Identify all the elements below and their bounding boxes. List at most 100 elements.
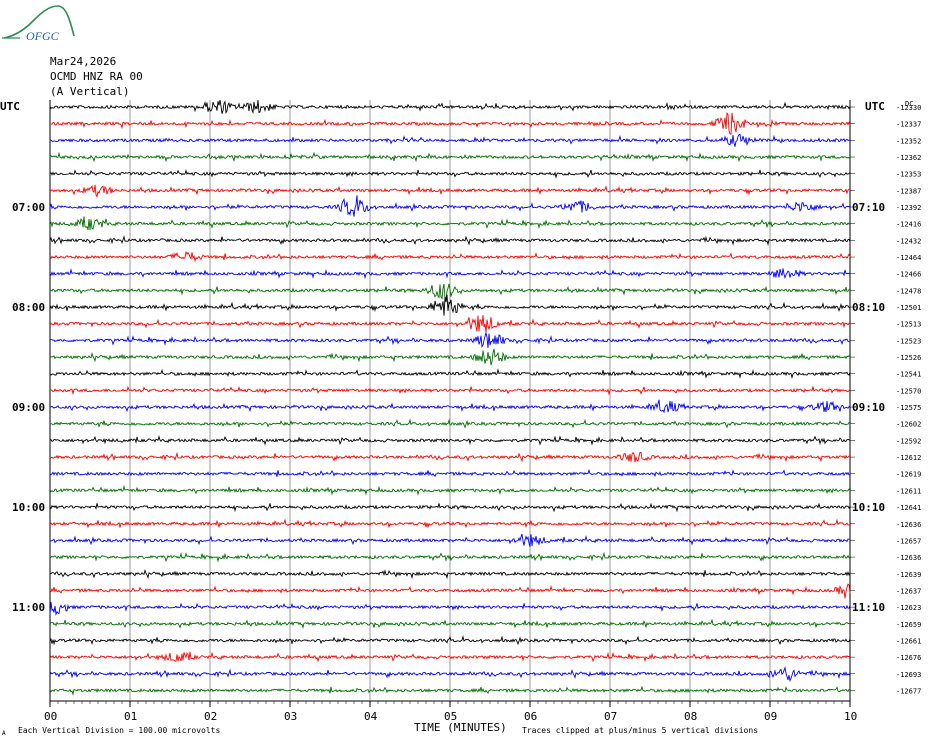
trace-row	[49, 418, 851, 429]
trace-row	[49, 250, 851, 263]
trace-row	[49, 216, 851, 231]
right-time-label: 11:10	[852, 601, 885, 614]
dc-offset-label: -12337	[896, 121, 921, 129]
trace-row	[49, 294, 851, 316]
trace-row	[49, 315, 851, 333]
trace-row	[49, 533, 851, 548]
dc-offset-label: -12416	[896, 221, 921, 229]
dc-offset-label: -12693	[896, 671, 921, 679]
trace-row	[49, 635, 851, 646]
dc-offset-label: -12637	[896, 587, 921, 595]
x-tick-label: 05	[444, 710, 457, 723]
left-time-label: 11:00	[12, 601, 45, 614]
left-time-label: 07:00	[12, 201, 45, 214]
dc-offset-label: -12636	[896, 554, 921, 562]
dc-offset-label: -12330	[896, 104, 921, 112]
trace-row	[49, 651, 851, 663]
left-time-label: 09:00	[12, 401, 45, 414]
right-time-label: 09:10	[852, 401, 885, 414]
dc-offset-label: -12641	[896, 504, 921, 512]
x-tick-label: 06	[524, 710, 537, 723]
dc-offset-label: -12478	[896, 287, 921, 295]
dc-offset-label: -12513	[896, 321, 921, 329]
dc-offset-label: -12575	[896, 404, 921, 412]
trace-row	[49, 602, 851, 616]
dc-offset-label: -12464	[896, 254, 921, 262]
trace-row	[49, 283, 851, 300]
corner-mark: A	[2, 730, 6, 737]
trace-row	[49, 468, 851, 478]
dc-offset-label: -12661	[896, 637, 921, 645]
dc-offset-label: -12353	[896, 171, 921, 179]
dc-offset-label: -12619	[896, 471, 921, 479]
x-tick-label: 07	[604, 710, 617, 723]
dc-offset-label: -12432	[896, 237, 921, 245]
dc-offset-label: -12362	[896, 154, 921, 162]
dc-offset-label: -12592	[896, 437, 921, 445]
left-time-label: 10:00	[12, 501, 45, 514]
scale-note: Each Vertical Division = 100.00 microvol…	[18, 726, 221, 735]
traces	[49, 100, 851, 696]
x-tick-label: 08	[684, 710, 697, 723]
trace-row	[49, 235, 851, 246]
dc-offset-label: -12523	[896, 337, 921, 345]
trace-row	[49, 385, 851, 396]
dc-offset-label: -12501	[896, 304, 921, 312]
header-station: OCMD HNZ RA 00	[50, 70, 143, 83]
trace-row	[49, 151, 851, 163]
trace-row	[49, 331, 851, 348]
trace-row	[49, 184, 851, 198]
trace-row	[49, 518, 851, 529]
utc-label-right: UTC	[865, 100, 885, 113]
dc-offset-label: -12570	[896, 387, 921, 395]
utc-label-left: UTC	[0, 100, 20, 113]
trace-row	[49, 169, 851, 179]
trace-row	[49, 618, 851, 630]
dc-offset-label: -12352	[896, 137, 921, 145]
dc-offset-label: -12541	[896, 371, 921, 379]
trace-row	[49, 451, 851, 463]
trace-row	[49, 583, 851, 599]
dc-offset-label: -12387	[896, 187, 921, 195]
x-axis-label: TIME (MINUTES)	[414, 721, 507, 734]
clip-note: Traces clipped at plus/minus 5 vertical …	[522, 726, 759, 735]
trace-row	[49, 195, 851, 217]
dc-offset-label: -12676	[896, 654, 921, 662]
left-time-label: 08:00	[12, 301, 45, 314]
dc-offset-label: -12392	[896, 204, 921, 212]
trace-row	[49, 434, 851, 446]
ofgc-logo: OFGC	[2, 5, 75, 43]
x-tick-label: 02	[204, 710, 217, 723]
trace-row	[49, 666, 851, 683]
trace-row	[49, 268, 851, 280]
right-time-label: 10:10	[852, 501, 885, 514]
header-date: Mar24,2026	[50, 55, 117, 68]
dc-offset-label: -12623	[896, 604, 921, 612]
dc-offset-label: -12659	[896, 621, 921, 629]
trace-row	[49, 112, 851, 135]
right-time-label: 07:10	[852, 201, 885, 214]
dc-offset-label: -12636	[896, 521, 921, 529]
labels: UTC UTC DC TIME (MINUTES) 00 01 02 03 04 05 06…	[0, 100, 921, 734]
trace-row	[49, 399, 851, 414]
dc-offset-label: -12677	[896, 687, 921, 695]
trace-row	[49, 100, 851, 115]
header-component: (A Vertical)	[50, 85, 130, 98]
x-tick-label: 01	[124, 710, 137, 723]
x-tick-label: 09	[764, 710, 777, 723]
x-tick-label: 00	[44, 710, 57, 723]
dc-offset-label: -12612	[896, 454, 921, 462]
trace-row	[49, 133, 851, 147]
grid-lines	[49, 100, 855, 707]
logo-arc	[3, 5, 75, 39]
dc-offset-label: -12466	[896, 271, 921, 279]
trace-row	[49, 484, 851, 496]
trace-row	[49, 569, 851, 580]
logo-text: OFGC	[26, 29, 60, 43]
right-time-label: 08:10	[852, 301, 885, 314]
dc-offset-label: -12526	[896, 354, 921, 362]
trace-row	[49, 551, 851, 563]
dc-label: DC	[905, 100, 913, 108]
x-tick-label: 10	[844, 710, 857, 723]
